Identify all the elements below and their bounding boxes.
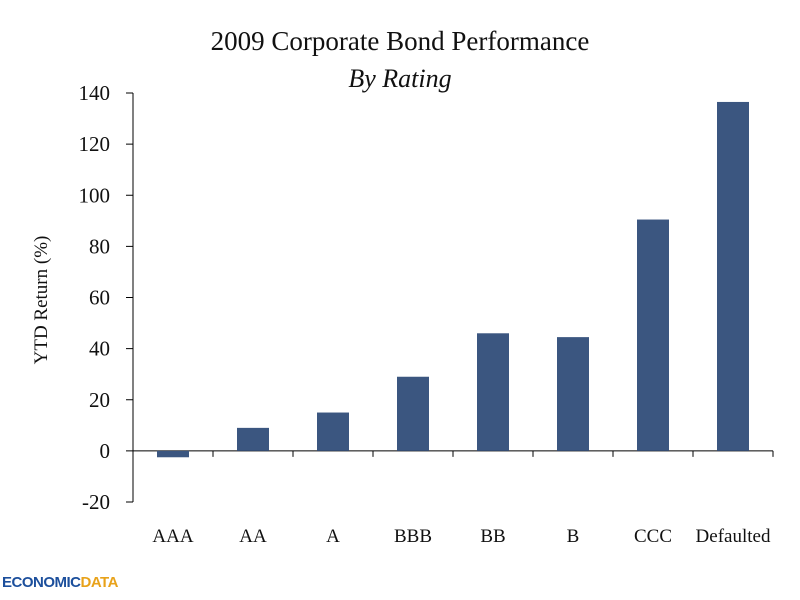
x-tick-label: B — [567, 526, 580, 547]
y-tick-label: 20 — [89, 388, 110, 412]
x-tick-label: BB — [480, 526, 505, 547]
chart-title: 2009 Corporate Bond Performance — [210, 26, 590, 56]
bar-bb — [477, 333, 509, 451]
x-tick-label: A — [326, 526, 340, 547]
x-tick-label: Defaulted — [696, 526, 771, 547]
x-tick-label: AAA — [152, 526, 193, 547]
bar-defaulted — [717, 101, 749, 451]
bar-ccc — [637, 219, 669, 451]
y-tick-label: 80 — [89, 234, 110, 258]
x-tick-label: AA — [239, 526, 267, 547]
chart-subtitle: By Rating — [348, 64, 452, 93]
economicdata-logo: ECONOMICDATA — [2, 574, 118, 591]
y-tick-label: 140 — [79, 81, 111, 105]
logo-text-part-a: ECONOMIC — [2, 574, 81, 591]
bar-a — [317, 412, 349, 451]
logo-text-part-b: DATA — [80, 574, 119, 591]
bar-aa — [237, 427, 269, 451]
y-tick-label: -20 — [82, 490, 110, 514]
x-tick-label: CCC — [634, 526, 672, 547]
bar-bbb — [397, 376, 429, 451]
bar-aaa — [157, 450, 189, 458]
x-tick-label: BBB — [394, 526, 432, 547]
bar-b — [557, 337, 589, 451]
y-tick-label: 120 — [79, 132, 111, 156]
y-tick-label: 100 — [79, 183, 111, 207]
y-tick-label: 0 — [100, 439, 111, 463]
y-tick-label: 40 — [89, 337, 110, 361]
y-tick-label: 60 — [89, 286, 110, 310]
